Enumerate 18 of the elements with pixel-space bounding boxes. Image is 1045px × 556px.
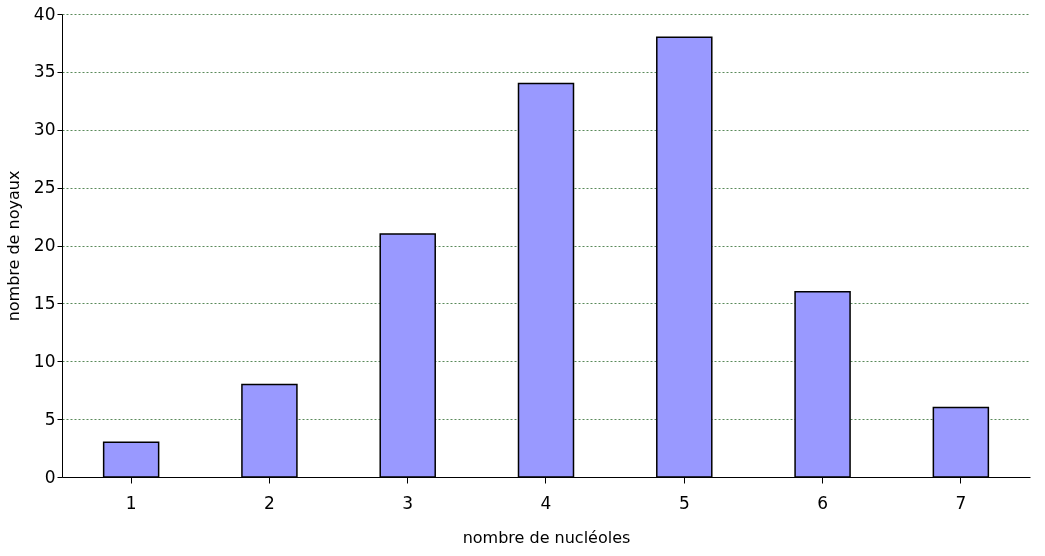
x-axis-title: nombre de nucléoles bbox=[462, 527, 631, 547]
y-tick-label: 0 bbox=[44, 466, 56, 487]
y-tick-label: 30 bbox=[33, 119, 56, 140]
y-tick-label: 15 bbox=[33, 292, 56, 313]
x-tick-label: 2 bbox=[264, 492, 275, 513]
y-tick-label: 20 bbox=[33, 235, 56, 255]
x-tick-label: 6 bbox=[817, 492, 828, 513]
y-tick-label: 25 bbox=[33, 177, 56, 198]
y-tick-label: 35 bbox=[33, 61, 56, 82]
x-tick-label: 7 bbox=[955, 492, 967, 513]
y-axis-title: nombre de noyaux bbox=[3, 170, 23, 322]
x-tick-label: 4 bbox=[540, 492, 552, 513]
x-tick-label: 3 bbox=[402, 492, 414, 513]
y-tick-label: 5 bbox=[44, 408, 56, 429]
y-tick-label: 40 bbox=[33, 3, 56, 24]
y-tick-label: 10 bbox=[33, 350, 56, 371]
x-tick-label: 5 bbox=[678, 492, 690, 513]
x-tick-label: 1 bbox=[125, 492, 137, 513]
